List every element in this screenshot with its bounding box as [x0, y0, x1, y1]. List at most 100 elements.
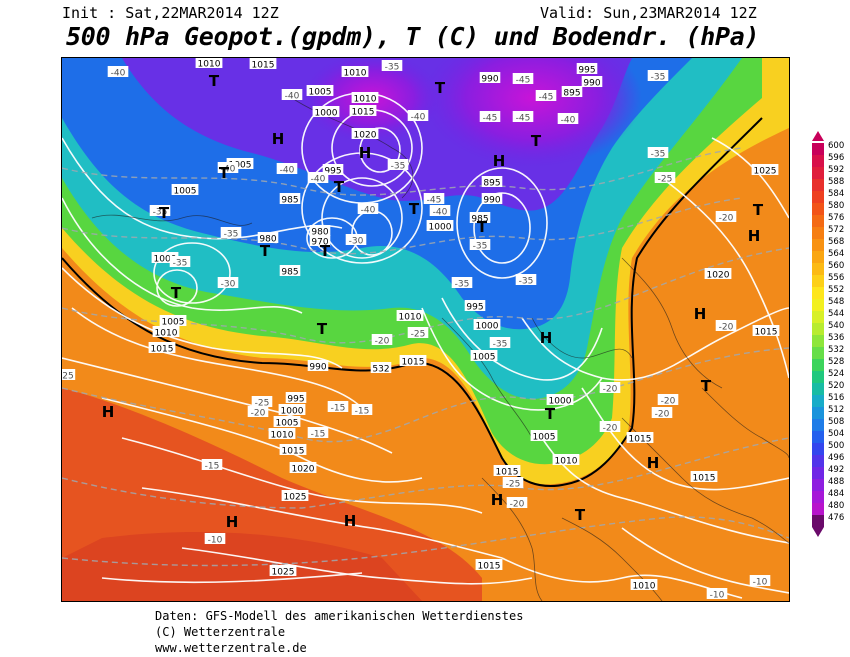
temperature-label: -35	[391, 162, 406, 172]
temperature-label: -40	[280, 166, 295, 176]
temperature-label: -15	[355, 407, 370, 417]
pressure-label: 1010	[555, 457, 578, 467]
temperature-label-box	[381, 60, 403, 71]
legend-level-label: 480	[828, 501, 845, 511]
pressure-label: 1000	[476, 322, 499, 332]
low-pressure-center: T	[409, 200, 420, 218]
pressure-label: 1025	[284, 493, 307, 503]
legend-swatch	[812, 431, 824, 443]
pressure-label: 970	[311, 238, 328, 248]
legend-swatch	[812, 227, 824, 239]
temperature-label: -45	[427, 196, 442, 206]
legend-swatch	[812, 311, 824, 323]
pressure-label: 980	[311, 228, 328, 238]
legend-level-label: 580	[828, 201, 845, 211]
temperature-label-box	[506, 497, 528, 508]
pressure-label: 990	[583, 79, 600, 89]
pressure-label-box	[752, 325, 780, 336]
high-pressure-center: H	[694, 305, 707, 323]
pressure-label: 1005	[229, 161, 252, 171]
legend-swatch	[812, 251, 824, 263]
pressure-label-box	[561, 86, 583, 97]
pressure-label-box	[530, 430, 558, 441]
legend-level-label: 492	[828, 465, 845, 475]
temperature-label-box	[479, 111, 501, 122]
credit-website: www.wetterzentrale.de	[155, 641, 307, 655]
pressure-label: 995	[287, 395, 304, 405]
legend-swatch	[812, 467, 824, 479]
legend-swatch	[812, 191, 824, 203]
temperature-label-box	[62, 369, 76, 380]
temperature-label: -20	[603, 385, 618, 395]
temperature-label-box	[407, 327, 429, 338]
legend-swatch	[812, 443, 824, 455]
legend-level-label: 592	[828, 165, 845, 175]
pressure-label-box	[249, 58, 277, 69]
temperature-label-box	[557, 113, 579, 124]
temperature-label-box	[371, 334, 393, 345]
legend-bottom-arrow	[812, 527, 824, 537]
temperature-label: -10	[753, 578, 768, 588]
pressure-label-box	[171, 184, 199, 195]
temperature-label: -20	[719, 323, 734, 333]
legend-swatch	[812, 299, 824, 311]
temperature-label: -35	[651, 73, 666, 83]
pressure-label-box	[349, 105, 377, 116]
geopotential-color-legend: 600 596 592 588 584 580 576 572 568 564 560 556 552 5…	[812, 131, 850, 537]
temperature-label: -45	[516, 76, 531, 86]
temperature-label-box	[599, 421, 621, 432]
temperature-label: -35	[385, 63, 400, 73]
pressure-label-box	[351, 92, 379, 103]
credit-data-source: Daten: GFS-Modell des amerikanischen Wet…	[155, 609, 524, 623]
temperature-label-box	[281, 89, 303, 100]
pressure-label-box	[281, 490, 309, 501]
legend-swatch	[812, 287, 824, 299]
legend-swatch	[812, 347, 824, 359]
high-pressure-center: H	[272, 130, 285, 148]
temperature-label: -35	[455, 280, 470, 290]
legend-level-label: 496	[828, 453, 845, 463]
temperature-label: -40	[221, 165, 236, 175]
legend-level-label: 524	[828, 369, 845, 379]
legend-swatch	[812, 275, 824, 287]
temperature-label: -25	[658, 175, 673, 185]
pressure-label-box	[581, 76, 603, 87]
legend-level-label: 516	[828, 393, 845, 403]
temperature-label-box	[407, 110, 429, 121]
pressure-label: 1020	[292, 465, 315, 475]
temperature-label: -15	[205, 462, 220, 472]
high-pressure-center: H	[359, 144, 372, 162]
temperature-label-box	[307, 172, 329, 183]
temperature-label: -20	[603, 424, 618, 434]
legend-level-label: 508	[828, 417, 845, 427]
temperature-label: -35	[651, 150, 666, 160]
temperature-label: -20	[661, 397, 676, 407]
temperature-label-box	[715, 211, 737, 222]
pressure-label-box	[481, 176, 503, 187]
legend-swatch	[812, 359, 824, 371]
legend-level-label: 536	[828, 333, 845, 343]
legend-level-label: 556	[828, 273, 845, 283]
temperature-label-box	[535, 90, 557, 101]
temperature-label: -40	[561, 116, 576, 126]
temperature-label: -20	[375, 337, 390, 347]
legend-level-label: 560	[828, 261, 845, 271]
pressure-label: 1010	[354, 95, 377, 105]
temperature-label: -10	[710, 591, 725, 601]
low-pressure-center: T	[435, 79, 446, 97]
high-pressure-center: H	[647, 454, 660, 472]
temperature-label-box	[715, 320, 737, 331]
temperature-label-box	[247, 406, 269, 417]
legend-level-label: 568	[828, 237, 845, 247]
low-pressure-center: T	[320, 242, 331, 260]
pressure-label: 1015	[282, 447, 305, 457]
temperature-label: -30	[221, 280, 236, 290]
pressure-label: 1015	[755, 328, 778, 338]
temperature-label: -25	[506, 480, 521, 490]
pressure-label-box	[399, 355, 427, 366]
pressure-label-box	[481, 193, 503, 204]
pressure-label: 1010	[399, 313, 422, 323]
pressure-label-box	[278, 404, 306, 415]
pressure-label-box	[306, 85, 334, 96]
pressure-label: 1015	[693, 474, 716, 484]
